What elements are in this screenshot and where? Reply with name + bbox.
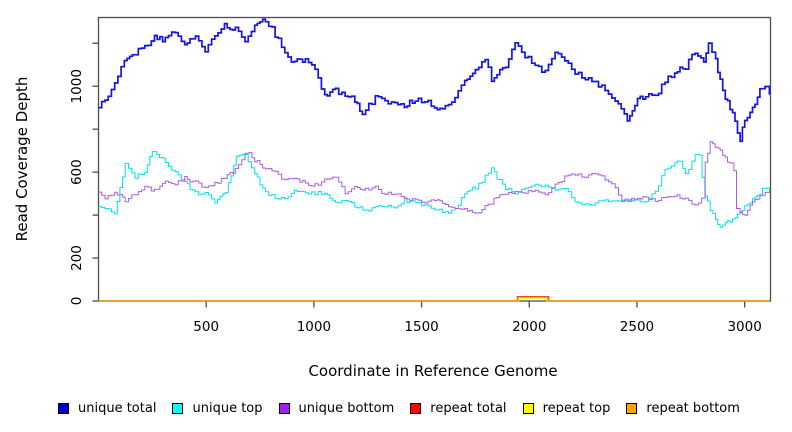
- legend-label: repeat bottom: [646, 400, 740, 416]
- legend-item-repeat-top: repeat top: [522, 400, 611, 416]
- series-line-unique-top: [98, 151, 770, 228]
- series-line-repeat-bottom: [98, 296, 770, 302]
- plot-box: [97, 16, 772, 302]
- x-tick-label: 1500: [404, 319, 438, 335]
- y-tick-label: 600: [69, 159, 85, 185]
- x-tick-label: 500: [193, 319, 219, 335]
- y-tick-label: 1000: [69, 69, 85, 103]
- legend-swatch-repeat-total: [410, 402, 422, 414]
- legend-label: repeat top: [542, 400, 611, 416]
- x-tick-label: 3000: [727, 319, 761, 335]
- series-line-unique-bottom: [98, 141, 770, 216]
- legend-label: unique total: [78, 400, 157, 416]
- x-tick-label: 1000: [297, 319, 331, 335]
- legend-swatch-unique-total: [58, 402, 69, 414]
- x-tick-label: 2500: [620, 319, 654, 335]
- legend-item-repeat-bottom: repeat bottom: [626, 402, 740, 415]
- x-axis-ticks: 500 1000 1500 2000 2500 3000: [193, 301, 762, 335]
- y-tick-label: 0: [69, 297, 85, 306]
- legend-label: repeat total: [430, 400, 507, 416]
- legend-label: unique top: [192, 400, 263, 416]
- y-tick-label: 200: [69, 245, 85, 271]
- x-tick-label: 2000: [512, 319, 546, 335]
- legend-item-unique-total: unique total: [58, 402, 156, 415]
- series-line-unique-total: [98, 18, 771, 143]
- legend-item-unique-bottom: unique bottom: [278, 400, 395, 416]
- legend-swatch-unique-bottom: [278, 402, 290, 414]
- legend-item-unique-top: unique top: [172, 400, 263, 416]
- y-axis-title: Read Coverage Depth: [13, 77, 31, 242]
- legend-swatch-repeat-bottom: [626, 402, 638, 414]
- legend: unique total unique top unique bottom repea…: [0, 393, 792, 423]
- legend-swatch-unique-top: [172, 402, 184, 414]
- y-axis-ticks: 0 200 600 1000: [69, 42, 99, 306]
- x-axis-title: Coordinate in Reference Genome: [308, 362, 557, 380]
- legend-item-repeat-total: repeat total: [410, 400, 507, 416]
- legend-swatch-repeat-top: [522, 402, 534, 414]
- legend-label: unique bottom: [298, 400, 395, 416]
- series-lines: [98, 18, 771, 302]
